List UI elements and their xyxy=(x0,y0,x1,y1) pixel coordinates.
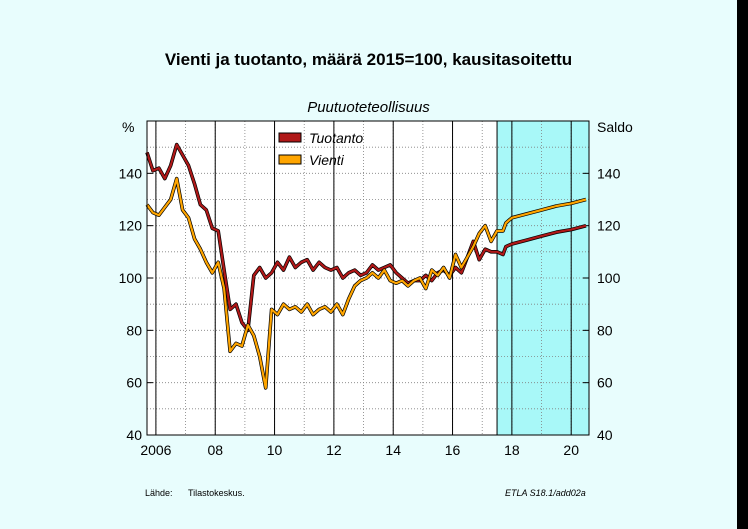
legend-swatch-tuotanto xyxy=(278,132,302,143)
chart-subtitle: Puutuoteteollisuus xyxy=(307,99,430,116)
y-tick-label-left: 60 xyxy=(126,375,142,391)
y-tick-label-left: 40 xyxy=(126,427,142,443)
x-tick-label: 10 xyxy=(267,442,283,458)
y-tick-label-right: 120 xyxy=(597,218,621,234)
series-line-vienti xyxy=(146,177,587,389)
y-tick-label-left: 80 xyxy=(126,322,142,338)
y-tick-label-right: 100 xyxy=(597,270,621,286)
x-tick-label: 12 xyxy=(326,442,342,458)
y-tick-label-left: 140 xyxy=(119,165,143,181)
plot-border xyxy=(146,120,590,436)
x-tick-label: 20 xyxy=(563,442,579,458)
y-tick-label-right: 140 xyxy=(597,165,621,181)
legend-label-vienti: Vienti xyxy=(309,152,345,168)
y-tick-label-left: 120 xyxy=(119,218,143,234)
y-tick-label-right: 40 xyxy=(597,427,613,443)
source-value: Tilastokeskus. xyxy=(188,488,245,498)
series-line-tuotanto xyxy=(145,143,587,332)
x-tick-label: 18 xyxy=(504,442,520,458)
y-tick-label-left: 100 xyxy=(119,270,143,286)
x-tick-label: 16 xyxy=(445,442,461,458)
x-tick-label: 08 xyxy=(207,442,223,458)
x-tick-label: 14 xyxy=(385,442,401,458)
y-axis-label-right: Saldo xyxy=(597,119,633,135)
y-tick-label-right: 80 xyxy=(597,322,613,338)
chart-code: ETLA S18.1/add02a xyxy=(505,488,586,498)
chart-title: Vienti ja tuotanto, määrä 2015=100, kaus… xyxy=(164,50,573,69)
y-tick-label-right: 60 xyxy=(597,375,613,391)
source-label: Lähde: xyxy=(145,488,173,498)
legend-swatch-vienti xyxy=(278,154,302,165)
x-tick-label: 2006 xyxy=(140,442,171,458)
legend-label-tuotanto: Tuotanto xyxy=(309,130,363,146)
y-axis-label-left: % xyxy=(122,119,135,135)
